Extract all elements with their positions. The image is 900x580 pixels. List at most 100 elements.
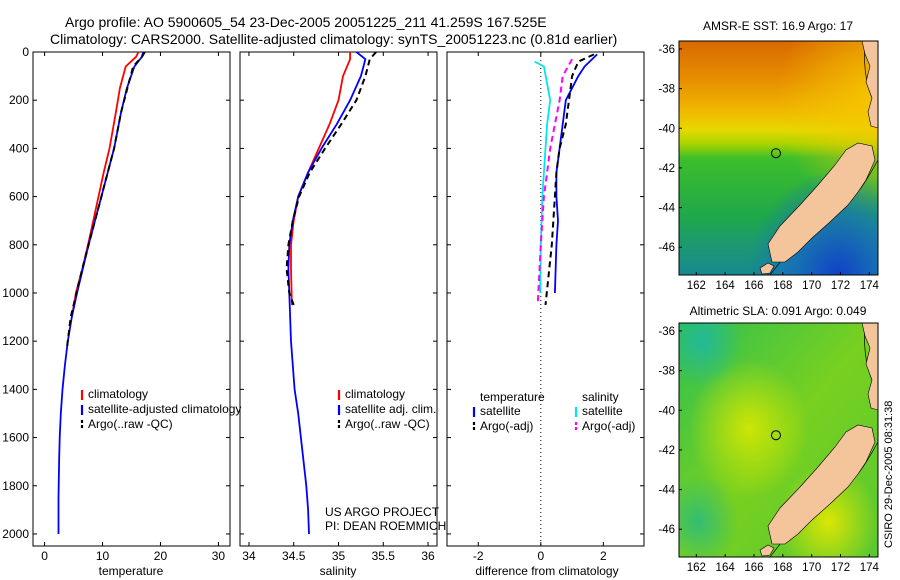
salinity-xtick-label-3: 35.5 bbox=[372, 549, 396, 563]
sla-map: Altimetric SLA: 0.091 Argo: 0.049 162 164… bbox=[658, 304, 879, 574]
sst-map-frame bbox=[678, 40, 879, 276]
salinity-panel: salinity 34 34.5 35 35.5 36 climatologysatell… bbox=[239, 51, 438, 578]
depth-tick-label-10: 2000 bbox=[2, 527, 29, 541]
sst-field bbox=[679, 41, 878, 275]
sla-map-frame bbox=[678, 322, 879, 558]
salinity-series-2 bbox=[285, 51, 377, 306]
temperature-series-1 bbox=[57, 51, 144, 534]
salinity-xtick-label-0: 34 bbox=[242, 549, 256, 563]
map-sla-ytick-label-2: -40 bbox=[658, 405, 675, 417]
difference-xtick-label-1: 0 bbox=[537, 549, 544, 563]
map-sla-xtick-label-0: 162 bbox=[687, 562, 706, 574]
difference-xtick-label-2: 2 bbox=[600, 549, 607, 563]
sst-map-title: AMSR-E SST: 16.9 Argo: 17 bbox=[703, 19, 853, 33]
map-sst-xtick-label-4: 170 bbox=[802, 280, 821, 292]
temperature-legend-label-0: climatology bbox=[88, 387, 148, 401]
map-sla-ytick-label-4: -44 bbox=[658, 485, 675, 497]
difference-series-1 bbox=[544, 53, 595, 306]
depth-tick-label-7: 1400 bbox=[2, 382, 29, 396]
salinity-series-0 bbox=[290, 52, 352, 306]
depth-tick-label-6: 1200 bbox=[2, 334, 29, 348]
map-sla-xtick-label-1: 164 bbox=[716, 562, 736, 574]
temperature-panel: temperature 0 10 20 30 0 200 400 600 800 1000 1200… bbox=[2, 45, 241, 578]
sst-map: AMSR-E SST: 16.9 Argo: 17 162 164 166 168 17… bbox=[658, 19, 879, 292]
map-sla-ytick-label-0: -36 bbox=[658, 326, 675, 338]
map-sst-xtick-label-1: 164 bbox=[716, 280, 736, 292]
temperature-legend-label-1: satellite-adjusted climatology bbox=[88, 402, 241, 416]
salinity-plot-frame bbox=[239, 51, 438, 547]
temperature-plot-frame bbox=[32, 51, 231, 547]
sst-land-south-island bbox=[767, 142, 876, 263]
difference-legend-title-1: salinity bbox=[582, 390, 619, 404]
difference-legend-title-0: temperature bbox=[480, 390, 545, 404]
sst-argo-marker bbox=[770, 148, 781, 159]
depth-tick-label-4: 800 bbox=[9, 238, 29, 252]
salinity-legend-label-2: Argo(..raw -QC) bbox=[345, 417, 430, 431]
sla-argo-marker bbox=[770, 430, 781, 441]
map-sst-xtick-label-5: 172 bbox=[831, 280, 850, 292]
difference-legend-label-1: Argo(-adj) bbox=[480, 419, 533, 433]
sla-land-south-island bbox=[767, 424, 876, 545]
map-sst-xtick-label-0: 162 bbox=[687, 280, 706, 292]
credit-line-1: US ARGO PROJECT bbox=[325, 505, 440, 519]
map-sst-xtick-label-6: 174 bbox=[860, 280, 880, 292]
salinity-legend-label-1: satellite adj. clim. bbox=[345, 402, 436, 416]
depth-tick-label-3: 600 bbox=[9, 190, 29, 204]
difference-plot-frame bbox=[446, 51, 645, 547]
map-sla-ytick-label-1: -38 bbox=[658, 366, 675, 378]
map-sla-xtick-label-6: 174 bbox=[860, 562, 880, 574]
map-sst-xtick-label-2: 166 bbox=[744, 280, 763, 292]
temperature-xlabel: temperature bbox=[99, 564, 164, 578]
map-sst-ytick-label-2: -40 bbox=[658, 123, 675, 135]
temperature-xtick-label-0: 0 bbox=[41, 549, 48, 563]
sla-field bbox=[679, 323, 878, 557]
map-sst-ytick-label-0: -36 bbox=[658, 44, 675, 56]
map-sla-ytick-label-5: -46 bbox=[658, 524, 675, 536]
sla-land-stewart-island bbox=[759, 544, 775, 557]
side-stamp: CSIRO 29-Dec-2005 08:31:38 bbox=[883, 401, 895, 548]
map-sst-ytick-label-4: -44 bbox=[658, 203, 675, 215]
map-sla-xtick-label-5: 172 bbox=[831, 562, 850, 574]
salinity-legend-label-0: climatology bbox=[345, 387, 405, 401]
sla-map-title: Altimetric SLA: 0.091 Argo: 0.049 bbox=[690, 304, 867, 318]
header-line-2: Climatology: CARS2000. Satellite-adjuste… bbox=[50, 31, 617, 47]
difference-xlabel: difference from climatology bbox=[475, 564, 618, 578]
difference-xtick-label-0: -2 bbox=[473, 549, 484, 563]
difference-series-0 bbox=[554, 53, 598, 294]
depth-tick-label-9: 1800 bbox=[2, 479, 29, 493]
depth-tick-label-2: 400 bbox=[9, 141, 29, 155]
difference-legend-label-0: satellite bbox=[480, 404, 521, 418]
map-sst-ytick-label-5: -46 bbox=[658, 242, 675, 254]
header-line-1: Argo profile: AO 5900605_54 23-Dec-2005 … bbox=[65, 14, 547, 30]
difference-series-3 bbox=[536, 58, 573, 306]
temperature-xtick-label-2: 20 bbox=[154, 549, 168, 563]
depth-tick-label-1: 200 bbox=[9, 93, 29, 107]
map-sst-ytick-label-3: -42 bbox=[658, 163, 675, 175]
map-sla-xtick-label-3: 168 bbox=[773, 562, 792, 574]
map-sst-xtick-label-3: 168 bbox=[773, 280, 792, 292]
salinity-xtick-label-1: 34.5 bbox=[282, 549, 306, 563]
difference-panel: difference from climatology -2 0 2 temperat… bbox=[446, 51, 645, 578]
credit-line-2: PI: DEAN ROEMMICH bbox=[325, 519, 446, 533]
sst-land-north-island bbox=[861, 41, 878, 129]
difference-legend-label-3: Argo(-adj) bbox=[582, 419, 635, 433]
temperature-series-2 bbox=[66, 51, 146, 347]
map-sla-xtick-label-2: 166 bbox=[744, 562, 763, 574]
map-sst-ytick-label-1: -38 bbox=[658, 84, 675, 96]
salinity-xlabel: salinity bbox=[320, 564, 357, 578]
map-sla-xtick-label-4: 170 bbox=[802, 562, 821, 574]
temperature-xtick-label-1: 10 bbox=[96, 549, 110, 563]
depth-tick-label-0: 0 bbox=[22, 45, 29, 59]
salinity-xtick-label-2: 35 bbox=[332, 549, 346, 563]
map-sla-ytick-label-3: -42 bbox=[658, 445, 675, 457]
temperature-xtick-label-3: 30 bbox=[212, 549, 226, 563]
temperature-legend-label-2: Argo(..raw -QC) bbox=[88, 417, 173, 431]
salinity-series-1 bbox=[287, 51, 367, 535]
sst-land-stewart-island bbox=[759, 262, 775, 275]
depth-tick-label-5: 1000 bbox=[2, 286, 29, 300]
salinity-xtick-label-4: 36 bbox=[421, 549, 435, 563]
difference-legend-label-2: satellite bbox=[582, 404, 623, 418]
depth-tick-label-8: 1600 bbox=[2, 431, 29, 445]
difference-series-2 bbox=[534, 60, 552, 294]
